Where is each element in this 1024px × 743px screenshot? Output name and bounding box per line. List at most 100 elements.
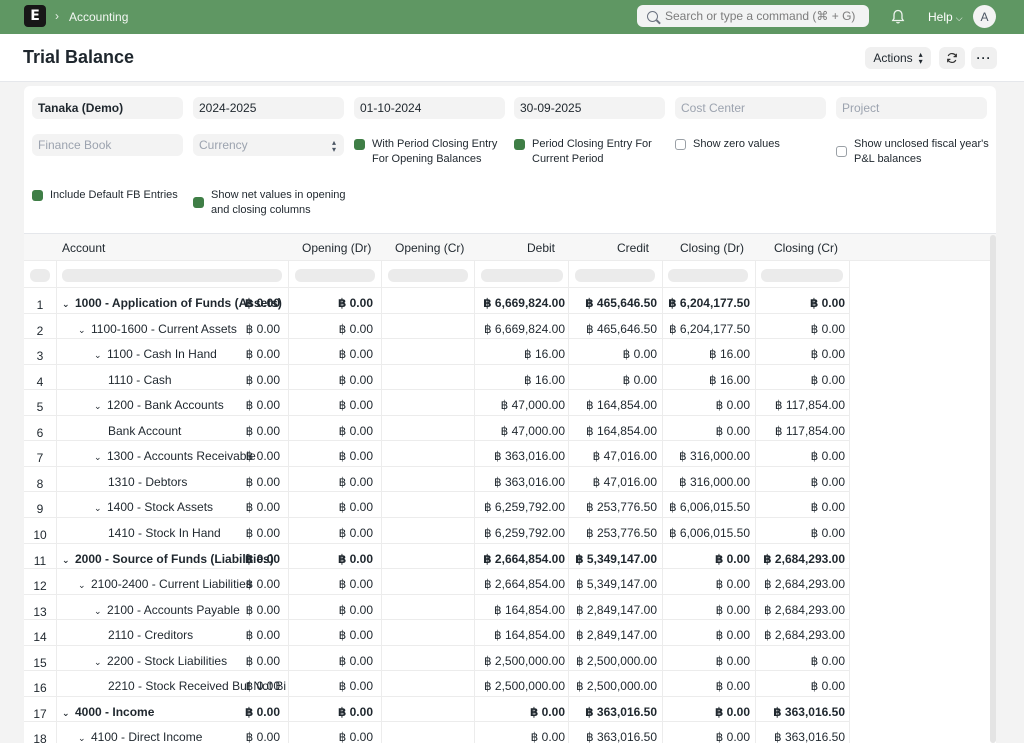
chevron-down-icon[interactable]: ⌄ [94,401,102,412]
table-row[interactable]: 17 ⌄ 4000 - Income ฿ 0.00 ฿ 0.00 ฿ 0.00 ฿ 363,… [24,697,850,723]
help-label: Help [928,10,953,24]
chevron-down-icon[interactable]: ⌄ [78,580,86,591]
column-header-opening-cr[interactable]: Opening (Cr) [395,241,465,255]
chevron-down-icon[interactable]: ⌄ [94,350,102,361]
account-cell[interactable]: ⌄ 4100 - Direct Income [78,730,286,743]
account-cell[interactable]: 2210 - Stock Received But Not Bil [108,679,286,693]
actions-button[interactable]: Actions ▴ ▾ [865,47,931,69]
filter-input-credit[interactable] [575,269,655,282]
breadcrumb-accounting[interactable]: Accounting [69,10,129,24]
filter-input-account[interactable] [62,269,282,282]
opening-cr-cell: ฿ 0.00 [338,423,373,438]
fiscal-year-field[interactable]: 2024-2025 [193,97,344,119]
refresh-icon [947,52,957,64]
chevron-down-icon[interactable]: ⌄ [94,656,102,667]
column-header-opening-dr[interactable]: Opening (Dr) [302,241,372,255]
account-cell[interactable]: 1310 - Debtors [108,475,286,489]
refresh-button[interactable] [939,47,965,69]
credit-cell: ฿ 2,849,147.00 [575,602,657,617]
column-header-credit[interactable]: Credit [617,241,650,255]
checkbox-with-period-closing-entry[interactable]: With Period Closing Entry For Opening Bal… [354,137,497,167]
column-header-debit[interactable]: Debit [527,241,556,255]
filter-input-closing-dr[interactable] [668,269,748,282]
more-options-button[interactable]: ··· [971,47,997,69]
chevron-down-icon[interactable]: ⌄ [78,324,86,335]
table-row[interactable]: 11 ⌄ 2000 - Source of Funds (Liabilities) ฿… [24,544,850,570]
table-row[interactable]: 14 2110 - Creditors ฿ 0.00 ฿ 0.00 ฿ 164,854.… [24,620,850,646]
vertical-scrollbar[interactable] [990,235,996,743]
account-cell[interactable]: 1110 - Cash [108,373,286,387]
column-header-closing-cr[interactable]: Closing (Cr) [774,241,839,255]
avatar[interactable]: A [973,5,996,28]
account-cell[interactable]: Bank Account [108,424,286,438]
account-cell[interactable]: ⌄ 1100 - Cash In Hand [94,347,286,361]
chevron-down-icon[interactable]: ⌄ [94,503,102,514]
project-field[interactable]: Project [836,97,987,119]
table-row[interactable]: 15 ⌄ 2200 - Stock Liabilities ฿ 0.00 ฿ 0.00 ฿… [24,646,850,672]
column-divider [849,261,850,743]
column-divider [568,261,569,743]
account-cell[interactable]: ⌄ 1100-1600 - Current Assets [78,322,286,336]
chevron-down-icon[interactable]: ⌄ [62,707,70,718]
account-cell[interactable]: ⌄ 2200 - Stock Liabilities [94,654,286,668]
table-row[interactable]: 5 ⌄ 1200 - Bank Accounts ฿ 0.00 ฿ 0.00 ฿ 47,0… [24,390,850,416]
closing-dr-cell: ฿ 16.00 [709,372,750,387]
column-header-account[interactable]: Account [62,241,106,255]
account-cell[interactable]: 2110 - Creditors [108,628,286,642]
account-cell[interactable]: ⌄ 1300 - Accounts Receivable [94,449,286,463]
table-row[interactable]: 2 ⌄ 1100-1600 - Current Assets ฿ 0.00 ฿ 0.00… [24,314,850,340]
table-row[interactable]: 1 ⌄ 1000 - Application of Funds (Assets) ฿ … [24,288,850,314]
app-logo[interactable]: E [24,5,46,27]
table-row[interactable]: 13 ⌄ 2100 - Accounts Payable ฿ 0.00 ฿ 0.00 ฿ … [24,595,850,621]
account-cell[interactable]: ⌄ 1200 - Bank Accounts [94,398,286,412]
table-row[interactable]: 10 1410 - Stock In Hand ฿ 0.00 ฿ 0.00 ฿ 6,25… [24,518,850,544]
account-cell[interactable]: 1410 - Stock In Hand [108,526,286,540]
checkbox-show-zero-values[interactable]: Show zero values [675,137,780,152]
account-cell[interactable]: ⌄ 2100 - Accounts Payable [94,603,286,617]
table-row[interactable]: 8 1310 - Debtors ฿ 0.00 ฿ 0.00 ฿ 363,016.00 ฿… [24,467,850,493]
table-row[interactable]: 9 ⌄ 1400 - Stock Assets ฿ 0.00 ฿ 0.00 ฿ 6,259… [24,492,850,518]
company-field[interactable]: Tanaka (Demo) [32,97,183,119]
column-header-closing-dr[interactable]: Closing (Dr) [680,241,745,255]
trial-balance-table: Account Opening (Dr) Opening (Cr) Debit … [24,233,996,743]
opening-dr-cell: ฿ 0.00 [244,296,280,310]
bell-icon[interactable] [891,9,905,25]
table-row[interactable]: 12 ⌄ 2100-2400 - Current Liabilities ฿ 0.00… [24,569,850,595]
closing-cr-cell: ฿ 0.00 [810,321,845,336]
filter-pill[interactable] [30,269,50,282]
chevron-down-icon[interactable]: ⌄ [62,554,70,565]
table-row[interactable]: 3 ⌄ 1100 - Cash In Hand ฿ 0.00 ฿ 0.00 ฿ 16.00… [24,339,850,365]
from-date-field[interactable]: 01-10-2024 [354,97,505,119]
filter-input-debit[interactable] [481,269,563,282]
checkbox-show-unclosed-fy[interactable]: Show unclosed fiscal year's P&L balances [836,137,989,167]
table-row[interactable]: 4 1110 - Cash ฿ 0.00 ฿ 0.00 ฿ 16.00 ฿ 0.00 ฿ 1… [24,365,850,391]
to-date-field[interactable]: 30-09-2025 [514,97,665,119]
filter-input-opening-dr[interactable] [295,269,375,282]
currency-select[interactable]: Currency ▴ ▾ [193,134,344,156]
help-menu[interactable]: Help ⌵ [928,10,963,24]
account-cell[interactable]: ⌄ 4000 - Income [62,705,286,719]
checkbox-include-default-fb[interactable]: Include Default FB Entries [32,188,178,203]
table-row[interactable]: 18 ⌄ 4100 - Direct Income ฿ 0.00 ฿ 0.00 ฿ 0.0… [24,722,850,743]
filter-input-closing-cr[interactable] [761,269,843,282]
checkbox-period-closing-current[interactable]: Period Closing Entry For Current Period [514,137,652,167]
search-bar[interactable]: Search or type a command (⌘ + G) [637,5,869,27]
account-cell[interactable]: ⌄ 2100-2400 - Current Liabilities [78,577,286,591]
opening-dr-cell: ฿ 0.00 [245,602,280,617]
checkbox-show-net-values[interactable]: Show net values in opening and closing co… [193,188,346,218]
chevron-down-icon[interactable]: ⌄ [94,605,102,616]
closing-cr-cell: ฿ 0.00 [810,372,845,387]
account-cell[interactable]: ⌄ 2000 - Source of Funds (Liabilities) [62,552,286,566]
chevron-down-icon[interactable]: ⌄ [94,452,102,463]
filter-input-opening-cr[interactable] [388,269,468,282]
table-row[interactable]: 16 2210 - Stock Received But Not Bil ฿ 0.0… [24,671,850,697]
table-row[interactable]: 7 ⌄ 1300 - Accounts Receivable ฿ 0.00 ฿ 0.00… [24,441,850,467]
chevron-down-icon[interactable]: ⌄ [62,299,70,309]
chevron-down-icon[interactable]: ⌄ [78,733,86,743]
table-row[interactable]: 6 Bank Account ฿ 0.00 ฿ 0.00 ฿ 47,000.00 ฿ 16… [24,416,850,442]
account-cell[interactable]: ⌄ 1000 - Application of Funds (Assets) [62,296,286,310]
account-name: 1310 - Debtors [108,474,188,489]
finance-book-field[interactable]: Finance Book [32,134,183,156]
cost-center-field[interactable]: Cost Center [675,97,826,119]
account-cell[interactable]: ⌄ 1400 - Stock Assets [94,500,286,514]
